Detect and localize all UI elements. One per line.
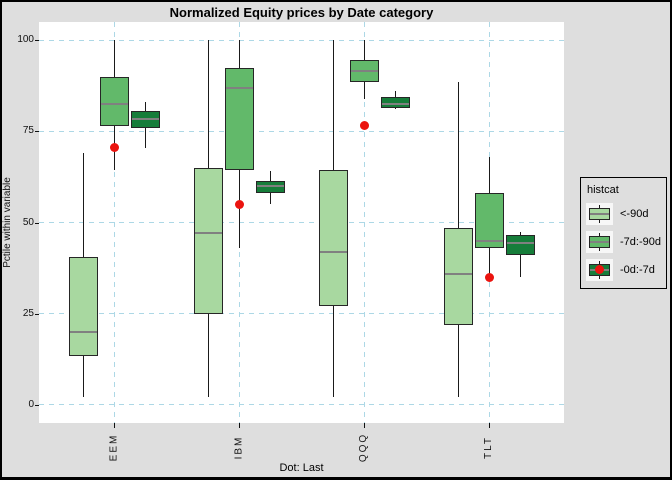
boxplot-box bbox=[505, 235, 535, 256]
boxplot-median bbox=[475, 239, 503, 242]
x-tick bbox=[363, 423, 365, 428]
legend-title: histcat bbox=[587, 184, 619, 196]
boxplot-median bbox=[350, 70, 378, 73]
legend-item: -7d:-90d bbox=[586, 231, 662, 253]
legend-item: <-90d bbox=[586, 203, 662, 225]
boxplot-median bbox=[131, 117, 159, 120]
gridline-horizontal bbox=[39, 130, 564, 132]
x-tick-label-text: EEM bbox=[108, 433, 120, 461]
boxplot-box bbox=[474, 193, 504, 248]
legend-key bbox=[586, 231, 613, 253]
x-tick-label-text: TLT bbox=[483, 435, 495, 459]
x-tick-label: TLT bbox=[479, 427, 499, 467]
x-tick-label: QQQ bbox=[354, 427, 374, 467]
x-tick bbox=[238, 423, 240, 428]
boxplot-median bbox=[319, 250, 347, 253]
chart-title: Normalized Equity prices by Date categor… bbox=[169, 5, 434, 20]
gridline-horizontal bbox=[39, 404, 564, 406]
legend-key bbox=[586, 203, 613, 225]
boxplot-median bbox=[194, 232, 222, 235]
boxplot-box bbox=[318, 169, 348, 307]
window-border-top bbox=[0, 0, 672, 2]
legend-key-dot-icon bbox=[595, 265, 604, 274]
gridline-horizontal bbox=[39, 222, 564, 223]
legend-key-median-icon bbox=[590, 213, 609, 215]
legend-item-label: -0d:-7d bbox=[620, 264, 655, 276]
x-tick bbox=[488, 423, 490, 428]
x-tick-label-text: IBM bbox=[233, 435, 245, 459]
y-tick-label: 100 bbox=[17, 34, 34, 46]
legend-item-label: -7d:-90d bbox=[620, 236, 661, 248]
gridline-horizontal bbox=[39, 39, 564, 41]
last-price-dot bbox=[234, 199, 244, 209]
boxplot-box bbox=[443, 227, 473, 325]
boxplot-box bbox=[99, 76, 129, 126]
y-tick bbox=[35, 222, 39, 224]
legend-items: <-90d -7d:-90d -0d:-7d bbox=[586, 203, 662, 281]
gridline-vertical bbox=[113, 22, 115, 423]
gridline-vertical bbox=[363, 22, 365, 423]
last-price-dot bbox=[109, 143, 119, 153]
x-tick-label: EEM bbox=[104, 427, 124, 467]
boxplot-box bbox=[68, 257, 98, 356]
x-tick-label-text: QQQ bbox=[358, 432, 370, 462]
last-price-dot bbox=[484, 272, 494, 282]
legend-key bbox=[586, 259, 613, 281]
window-border-left bbox=[0, 0, 2, 480]
boxplot-box bbox=[380, 96, 410, 108]
boxplot-box bbox=[193, 167, 223, 314]
boxplot-median bbox=[444, 272, 472, 275]
boxplot-median bbox=[69, 330, 97, 333]
gridline-horizontal bbox=[39, 313, 564, 315]
boxplot-median bbox=[256, 185, 284, 188]
last-price-dot bbox=[359, 121, 369, 131]
y-tick-label: 0 bbox=[28, 398, 34, 410]
x-tick bbox=[113, 423, 115, 428]
legend-key-median-icon bbox=[590, 241, 609, 243]
boxplot-median bbox=[100, 103, 128, 106]
legend: histcat <-90d -7d:-90d -0d:-7d bbox=[580, 177, 667, 289]
y-tick bbox=[35, 404, 39, 406]
boxplot-median bbox=[381, 103, 409, 106]
window-border-bottom bbox=[0, 477, 672, 480]
y-tick bbox=[35, 40, 39, 42]
legend-item: -0d:-7d bbox=[586, 259, 662, 281]
y-tick-label: 50 bbox=[22, 216, 34, 228]
window-border-right bbox=[670, 0, 672, 480]
caption: Dot: Last bbox=[279, 462, 324, 474]
y-tick-label: 75 bbox=[22, 125, 34, 137]
y-tick bbox=[35, 313, 39, 315]
legend-item-label: <-90d bbox=[620, 208, 649, 220]
x-tick-label: IBM bbox=[229, 427, 249, 467]
plot-panel bbox=[39, 22, 564, 423]
y-tick bbox=[35, 131, 39, 133]
boxplot-median bbox=[506, 241, 534, 244]
boxplot-box bbox=[224, 67, 254, 170]
y-tick-label: 25 bbox=[22, 307, 34, 319]
boxplot-median bbox=[225, 86, 253, 89]
